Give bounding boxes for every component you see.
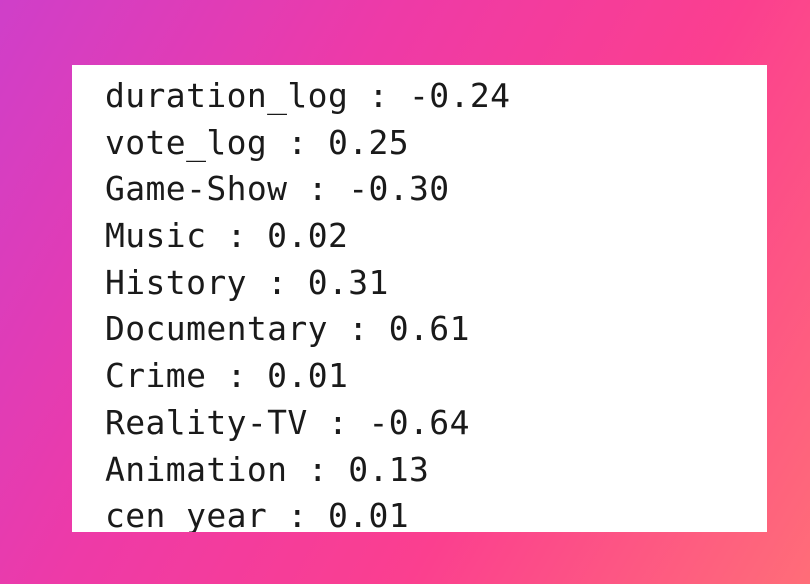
coefficient-name: Animation: [105, 449, 288, 489]
coefficient-line: Music : 0.02: [105, 213, 510, 260]
separator: :: [287, 169, 349, 209]
coefficient-name: Crime: [105, 356, 207, 396]
coefficient-value: 0.31: [307, 262, 389, 302]
coefficient-line: Animation : 0.13: [105, 447, 510, 494]
coefficient-name: Documentary: [105, 309, 328, 349]
separator: :: [206, 216, 268, 256]
coefficient-line: duration_log : -0.24: [105, 73, 510, 120]
coefficient-name: Reality-TV: [105, 402, 308, 442]
separator: :: [267, 496, 328, 532]
coefficient-line: cen_year : 0.01: [105, 493, 510, 532]
coefficient-value: -0.24: [409, 76, 511, 115]
coefficient-name: vote_log: [105, 122, 268, 162]
separator: :: [307, 402, 369, 442]
coefficient-line: vote_log : 0.25: [105, 120, 510, 167]
coefficient-value: 0.13: [348, 449, 430, 489]
separator: :: [246, 262, 308, 302]
coefficient-list: duration_log : -0.24 vote_log : 0.25 Gam…: [105, 73, 510, 532]
coefficient-line: Reality-TV : -0.64: [105, 400, 510, 447]
coefficient-line: History : 0.31: [105, 260, 510, 307]
coefficient-value: 0.61: [388, 309, 470, 349]
coefficient-value: 0.01: [327, 496, 410, 532]
coefficient-value: 0.02: [267, 216, 349, 256]
separator: :: [287, 449, 349, 489]
coefficient-value: 0.01: [267, 356, 349, 396]
coefficient-name: History: [105, 262, 247, 302]
coefficient-line: Game-Show : -0.30: [105, 166, 510, 213]
coefficient-value: -0.30: [348, 169, 450, 209]
coefficient-value: -0.64: [368, 402, 470, 442]
separator: :: [348, 76, 410, 115]
separator: :: [206, 356, 268, 396]
coefficient-line: Documentary : 0.61: [105, 306, 510, 353]
coefficient-name: Music: [105, 216, 207, 256]
coefficient-line: Crime : 0.01: [105, 353, 510, 400]
separator: :: [327, 309, 389, 349]
coefficient-name: duration_log: [105, 76, 349, 115]
coefficient-name: Game-Show: [105, 169, 288, 209]
separator: :: [267, 122, 328, 162]
coefficient-value: 0.25: [327, 122, 410, 162]
coefficient-name: cen_year: [105, 496, 268, 532]
coefficient-output-panel: duration_log : -0.24 vote_log : 0.25 Gam…: [72, 65, 767, 532]
